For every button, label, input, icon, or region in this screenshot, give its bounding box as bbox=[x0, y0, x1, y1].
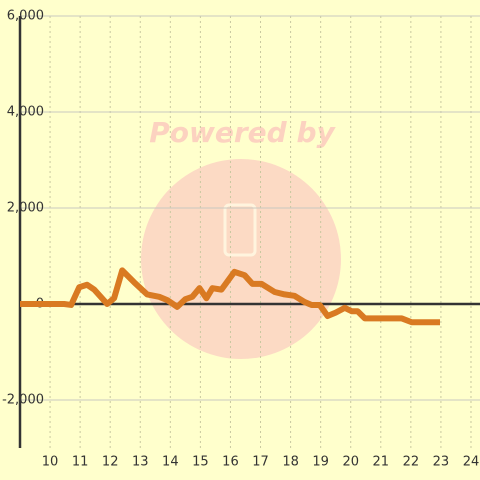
x-tick-label: 15 bbox=[192, 455, 209, 470]
data-line bbox=[20, 267, 441, 326]
watermark-circle bbox=[141, 159, 341, 359]
x-tick-label: 20 bbox=[342, 455, 359, 470]
x-tick-label: 14 bbox=[162, 455, 179, 470]
x-tick-label: 21 bbox=[373, 455, 390, 470]
x-tick-label: 22 bbox=[403, 455, 420, 470]
x-tick-label: 17 bbox=[252, 455, 269, 470]
x-tick-label: 10 bbox=[42, 455, 59, 470]
watermark-icon bbox=[223, 203, 257, 257]
x-tick-label: 19 bbox=[312, 455, 329, 470]
y-tick-label: 6,000 bbox=[7, 9, 44, 24]
x-tick-label: 11 bbox=[72, 455, 89, 470]
x-tick-label: 13 bbox=[132, 455, 149, 470]
x-tick-label: 12 bbox=[102, 455, 119, 470]
watermark-logo bbox=[141, 159, 341, 359]
y-tick-label: -2,000 bbox=[2, 393, 44, 408]
x-tick-label: 18 bbox=[282, 455, 299, 470]
x-tick-label: 23 bbox=[433, 455, 450, 470]
x-tick-label: 16 bbox=[222, 455, 239, 470]
y-tick-label: 4,000 bbox=[7, 105, 44, 120]
x-tick-label: 24 bbox=[463, 455, 480, 470]
y-tick-label: 2,000 bbox=[7, 201, 44, 216]
watermark-text: Powered by bbox=[149, 116, 336, 149]
